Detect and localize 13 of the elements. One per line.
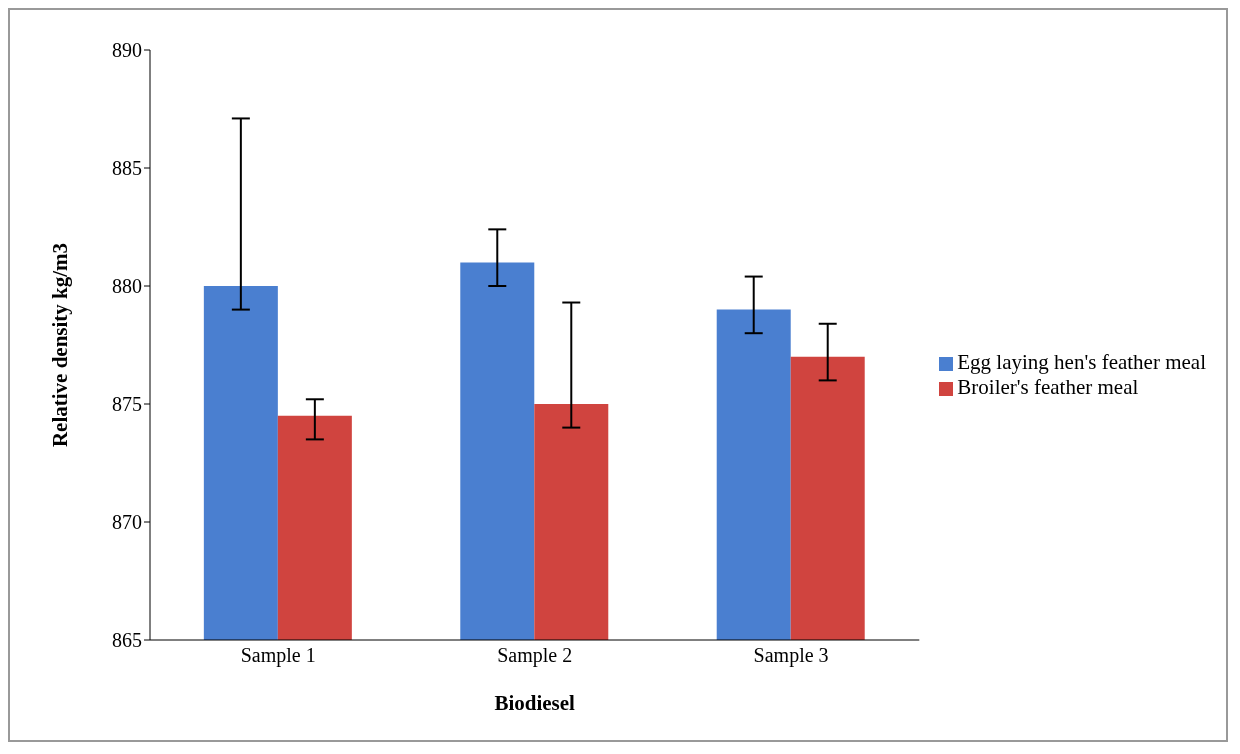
y-tick-label: 865	[112, 629, 142, 652]
y-tick-label: 885	[112, 157, 142, 180]
x-tick-label: Sample 1	[240, 644, 316, 668]
legend-label: Broiler's feather meal	[957, 375, 1139, 399]
y-tick-label: 870	[112, 511, 142, 534]
y-axis-title: Relative density kg/m3	[48, 242, 73, 448]
x-tick-label: Sample 3	[753, 644, 829, 668]
x-axis-title: Biodiesel	[494, 691, 576, 715]
y-tick-label: 875	[112, 393, 142, 416]
x-tick-label: Sample 2	[497, 644, 573, 668]
legend-label: Egg laying hen's feather meal	[957, 350, 1206, 374]
y-tick-label: 880	[112, 275, 142, 298]
y-tick-label: 890	[112, 39, 142, 62]
